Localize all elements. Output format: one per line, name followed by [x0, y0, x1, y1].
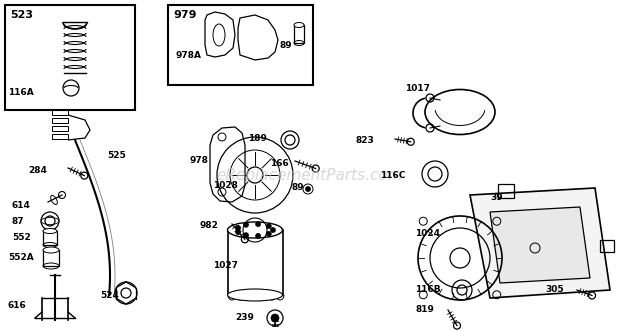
Text: 819: 819	[415, 306, 434, 314]
Bar	[228, 230, 283, 295]
Text: 1024: 1024	[415, 228, 440, 238]
Text: 116C: 116C	[380, 170, 405, 179]
Text: 552: 552	[12, 233, 31, 243]
Text: 1027: 1027	[213, 260, 238, 269]
Ellipse shape	[228, 222, 283, 238]
Text: 982: 982	[200, 220, 219, 229]
Bar	[294, 25, 304, 43]
Text: eReplacementParts.com: eReplacementParts.com	[216, 167, 404, 182]
Bar	[5, 5, 135, 110]
Bar	[600, 240, 614, 252]
Text: 524: 524	[100, 292, 119, 301]
Text: 979: 979	[173, 10, 197, 20]
Text: 616: 616	[8, 301, 27, 309]
Text: 116A: 116A	[8, 87, 33, 97]
Circle shape	[236, 225, 241, 230]
Ellipse shape	[43, 247, 59, 253]
Text: 305: 305	[545, 286, 564, 295]
Text: 823: 823	[355, 135, 374, 145]
Ellipse shape	[51, 196, 57, 205]
Bar	[43, 250, 59, 266]
Circle shape	[266, 224, 272, 229]
Bar	[498, 184, 514, 198]
Circle shape	[255, 233, 260, 238]
Bar	[43, 231, 57, 245]
Ellipse shape	[43, 228, 57, 233]
Text: 87: 87	[12, 217, 25, 226]
Text: 525: 525	[107, 151, 126, 160]
Polygon shape	[490, 207, 590, 283]
Text: 523: 523	[10, 10, 33, 20]
Ellipse shape	[228, 289, 283, 301]
Text: 39: 39	[490, 194, 503, 203]
Text: 614: 614	[12, 201, 31, 210]
Polygon shape	[470, 188, 610, 298]
Ellipse shape	[294, 23, 304, 27]
Bar	[52, 134, 68, 139]
Text: 89: 89	[292, 182, 304, 192]
Circle shape	[244, 233, 249, 238]
Text: 166: 166	[270, 159, 289, 167]
Text: 189: 189	[248, 133, 267, 143]
Text: 284: 284	[28, 166, 47, 174]
Text: 239: 239	[235, 313, 254, 322]
Text: 1017: 1017	[405, 83, 430, 92]
Circle shape	[255, 221, 260, 227]
Bar	[52, 110, 68, 115]
Text: 978A: 978A	[176, 51, 202, 60]
Circle shape	[244, 222, 249, 227]
Bar	[52, 126, 68, 131]
Circle shape	[271, 314, 279, 322]
Text: 552A: 552A	[8, 253, 33, 261]
Text: 89: 89	[280, 40, 293, 50]
Circle shape	[270, 227, 275, 232]
Text: 1028: 1028	[213, 180, 238, 190]
Circle shape	[306, 186, 311, 192]
Bar	[168, 5, 313, 85]
Circle shape	[266, 231, 272, 236]
Text: 116B: 116B	[415, 286, 441, 295]
Circle shape	[236, 230, 241, 235]
Bar	[52, 118, 68, 123]
Text: 978: 978	[190, 156, 209, 165]
